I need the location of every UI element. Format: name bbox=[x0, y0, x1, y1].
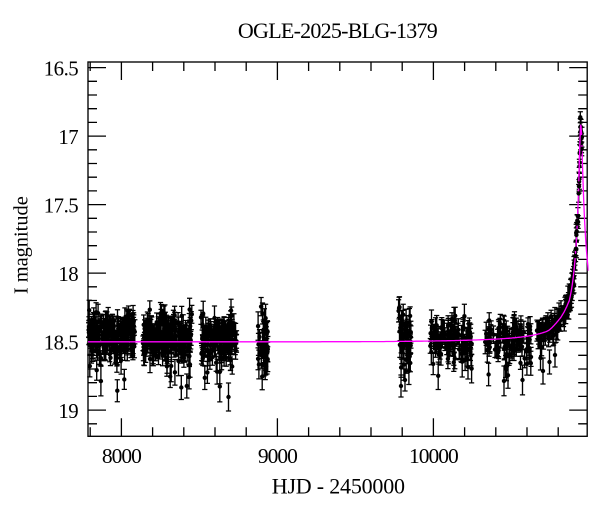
svg-text:17: 17 bbox=[58, 126, 78, 149]
svg-text:8000: 8000 bbox=[102, 444, 141, 468]
svg-text:9000: 9000 bbox=[258, 444, 297, 468]
svg-text:17.5: 17.5 bbox=[44, 195, 78, 218]
svg-text:OGLE-2025-BLG-1379: OGLE-2025-BLG-1379 bbox=[238, 18, 438, 43]
svg-text:18.5: 18.5 bbox=[44, 332, 78, 355]
svg-text:18: 18 bbox=[58, 263, 78, 286]
svg-text:I magnitude: I magnitude bbox=[11, 196, 33, 294]
svg-text:HJD - 2450000: HJD - 2450000 bbox=[272, 473, 405, 498]
svg-text:19: 19 bbox=[58, 400, 78, 423]
svg-text:16.5: 16.5 bbox=[44, 58, 78, 81]
svg-text:10000: 10000 bbox=[409, 444, 458, 468]
